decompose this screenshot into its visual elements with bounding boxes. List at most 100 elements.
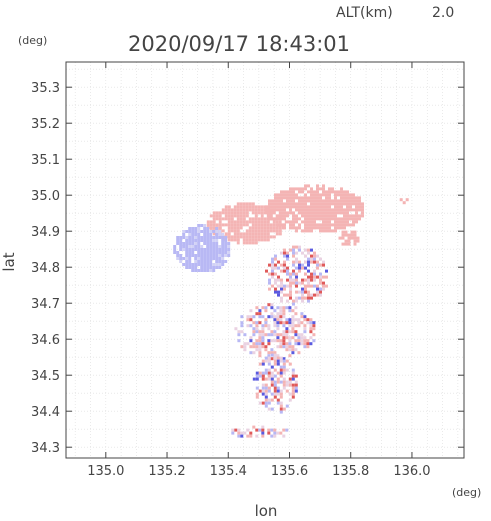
echo-cell [294,389,298,393]
echo-cell [313,190,316,194]
echo-cell [325,211,328,215]
echo-cell [298,281,301,285]
echo-cell [173,248,177,251]
echo-cell [289,226,292,230]
echo-cell [245,226,249,230]
echo-cell [236,220,240,224]
echo-cell [352,220,355,224]
echo-cell [273,431,277,435]
echo-cell [310,293,313,297]
echo-cell [307,217,310,221]
echo-cell [282,306,286,310]
echo-cell [221,239,225,242]
echo-cell [206,242,210,245]
echo-cell [264,321,268,325]
echo-cell [273,330,277,334]
echo-cell [292,260,295,264]
echo-cell [218,223,222,227]
echo-cell [267,354,271,358]
echo-cell [257,208,261,212]
echo-cell [242,208,246,212]
echo-cell [289,248,292,252]
echo-cell [274,290,277,294]
echo-cell [279,359,283,363]
echo-cell [294,348,298,352]
echo-cell [282,357,286,361]
echo-cell [319,193,322,197]
echo-cell [221,229,225,233]
echo-cell [261,383,265,387]
echo-cell [304,193,307,197]
echo-cell [280,296,283,300]
echo-cell [346,205,349,209]
echo-cell [227,205,231,209]
echo-cell [212,232,216,236]
echo-cell [276,398,280,402]
echo-cell [227,211,231,215]
echo-cell [306,321,310,325]
echo-cell [278,220,282,224]
echo-cell [298,223,301,227]
echo-cell [252,345,256,349]
echo-cell [289,211,292,215]
echo-cell [270,339,274,343]
echo-cell [310,184,313,188]
echo-cell [273,389,277,393]
echo-cell [313,260,316,264]
echo-cell [200,239,204,242]
echo-cell [236,226,240,230]
echo-cell [218,248,222,251]
echo-cell [227,232,231,236]
echo-cell [301,266,304,270]
echo-cell [346,196,349,200]
echo-cell [194,236,198,239]
echo-cell [285,383,289,387]
echo-cell [292,223,295,227]
echo-cell [264,401,268,405]
echo-cell [203,263,207,266]
echo-cell [322,223,325,227]
echo-cell [277,293,280,297]
echo-cell [194,245,198,248]
echo-cell [310,275,313,279]
echo-cell [352,205,355,209]
echo-cell [269,226,273,230]
echo-cell [188,248,192,251]
echo-cell [261,392,265,396]
echo-cell [206,245,210,248]
echo-cell [289,199,292,203]
echo-cell [240,330,244,334]
echo-cell [236,208,240,212]
echo-cell [268,287,271,291]
echo-cell [218,220,222,224]
echo-cell [300,315,304,319]
echo-cell [270,377,274,381]
echo-cell [313,199,316,203]
altitude-value: 2.0 [432,5,454,21]
x-tick-label: 135.4 [210,464,247,479]
echo-cell [258,351,262,355]
echo-cell [274,196,277,200]
echo-cell [298,211,301,215]
echo-cell [273,383,277,387]
echo-cell [307,184,310,188]
echo-cell [304,284,307,288]
echo-cell [185,257,189,260]
echo-cell [313,223,316,227]
echo-cell [325,229,328,233]
echo-cell [255,321,259,325]
echo-cell [288,398,292,402]
echo-cell [310,202,313,206]
echo-cell [282,339,286,343]
echo-region [231,425,289,438]
echo-cell [254,229,258,233]
echo-cell [237,431,241,435]
echo-cell [283,190,286,194]
echo-cell [286,269,289,273]
echo-cell [276,356,280,360]
echo-cell [254,238,258,242]
echo-cell [206,263,210,266]
echo-cell [275,229,279,233]
echo-cell [227,245,231,248]
echo-cell [280,284,283,288]
